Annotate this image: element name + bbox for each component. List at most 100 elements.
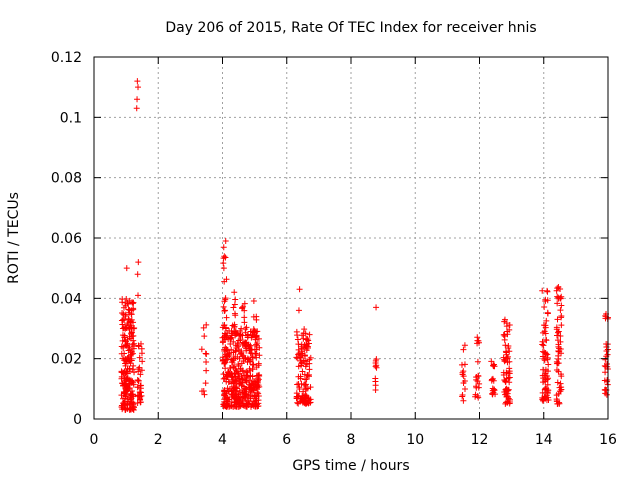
data-point [253, 316, 260, 323]
data-point [540, 375, 547, 382]
data-point [123, 265, 130, 272]
data-point [373, 362, 380, 369]
data-point [488, 377, 495, 384]
data-point [473, 376, 480, 383]
data-point [237, 328, 244, 335]
data-point [122, 313, 129, 320]
data-point [255, 397, 262, 404]
data-point [256, 352, 263, 359]
data-point [558, 314, 565, 321]
data-point [490, 361, 497, 368]
data-point [247, 350, 254, 357]
data-point [299, 368, 306, 375]
data-point [232, 296, 239, 303]
data-point [243, 324, 250, 331]
data-point [127, 396, 134, 403]
data-point [542, 393, 549, 400]
data-point [255, 335, 262, 342]
x-axis-label: GPS time / hours [292, 458, 409, 474]
data-point [135, 84, 142, 91]
data-point [126, 316, 133, 323]
data-point [220, 265, 227, 272]
data-point [133, 105, 140, 112]
data-point [505, 374, 512, 381]
data-point [137, 393, 144, 400]
y-tick-label: 0.1 [60, 110, 82, 126]
x-tick-label: 16 [599, 432, 617, 448]
data-point [458, 361, 465, 368]
data-point [602, 390, 609, 397]
data-point [553, 398, 560, 405]
data-point [130, 325, 137, 332]
data-point [541, 304, 548, 311]
data-point [247, 384, 254, 391]
data-point [130, 319, 137, 326]
data-point [253, 332, 260, 339]
data-point [221, 347, 228, 354]
data-point [545, 394, 552, 401]
data-point [233, 331, 240, 338]
data-point [129, 299, 136, 306]
data-point [124, 300, 131, 307]
data-point [226, 396, 233, 403]
data-point [540, 342, 547, 349]
data-point [227, 334, 234, 341]
data-point [119, 299, 126, 306]
data-point [253, 341, 260, 348]
data-point [557, 346, 564, 353]
data-point [230, 376, 237, 383]
data-point [540, 366, 547, 373]
data-point [372, 363, 379, 370]
data-point [131, 369, 138, 376]
data-point [135, 259, 142, 266]
data-point [245, 400, 252, 407]
grid-lines [94, 57, 608, 419]
data-point [118, 404, 125, 411]
data-point [300, 335, 307, 342]
data-point [222, 307, 228, 314]
data-point [489, 387, 496, 394]
data-point [220, 371, 227, 378]
data-point [505, 344, 512, 351]
data-point [233, 393, 240, 400]
data-point [539, 338, 546, 345]
data-point [125, 315, 132, 322]
data-point [119, 310, 126, 317]
data-point [506, 326, 513, 333]
data-point [202, 380, 209, 387]
data-point [239, 398, 246, 405]
data-point [255, 362, 262, 369]
data-point [250, 398, 257, 405]
data-point [222, 332, 229, 339]
data-point [475, 394, 482, 401]
data-point [253, 350, 260, 357]
y-tick-label: 0.02 [51, 352, 82, 368]
data-point [301, 352, 308, 359]
data-point [134, 376, 141, 383]
data-point [120, 390, 127, 397]
data-point [222, 238, 229, 245]
data-point [126, 344, 133, 351]
data-point [539, 397, 546, 404]
data-point [200, 324, 207, 331]
data-point [243, 373, 250, 380]
data-point [138, 350, 145, 357]
data-point [503, 369, 510, 376]
data-point [129, 366, 136, 373]
data-point [232, 385, 239, 392]
data-point [554, 285, 561, 292]
data-point [238, 373, 245, 380]
data-point [602, 369, 609, 376]
data-point [137, 399, 144, 406]
data-point [236, 380, 243, 387]
data-point [239, 376, 246, 383]
data-point [544, 288, 551, 295]
data-point [123, 391, 130, 398]
data-point [553, 358, 560, 365]
x-tick-label: 8 [347, 432, 356, 448]
data-point [130, 306, 137, 313]
chart-title: Day 206 of 2015, Rate Of TEC Index for r… [165, 20, 536, 36]
data-point [253, 384, 260, 391]
data-point [373, 304, 380, 311]
data-point [293, 390, 300, 397]
